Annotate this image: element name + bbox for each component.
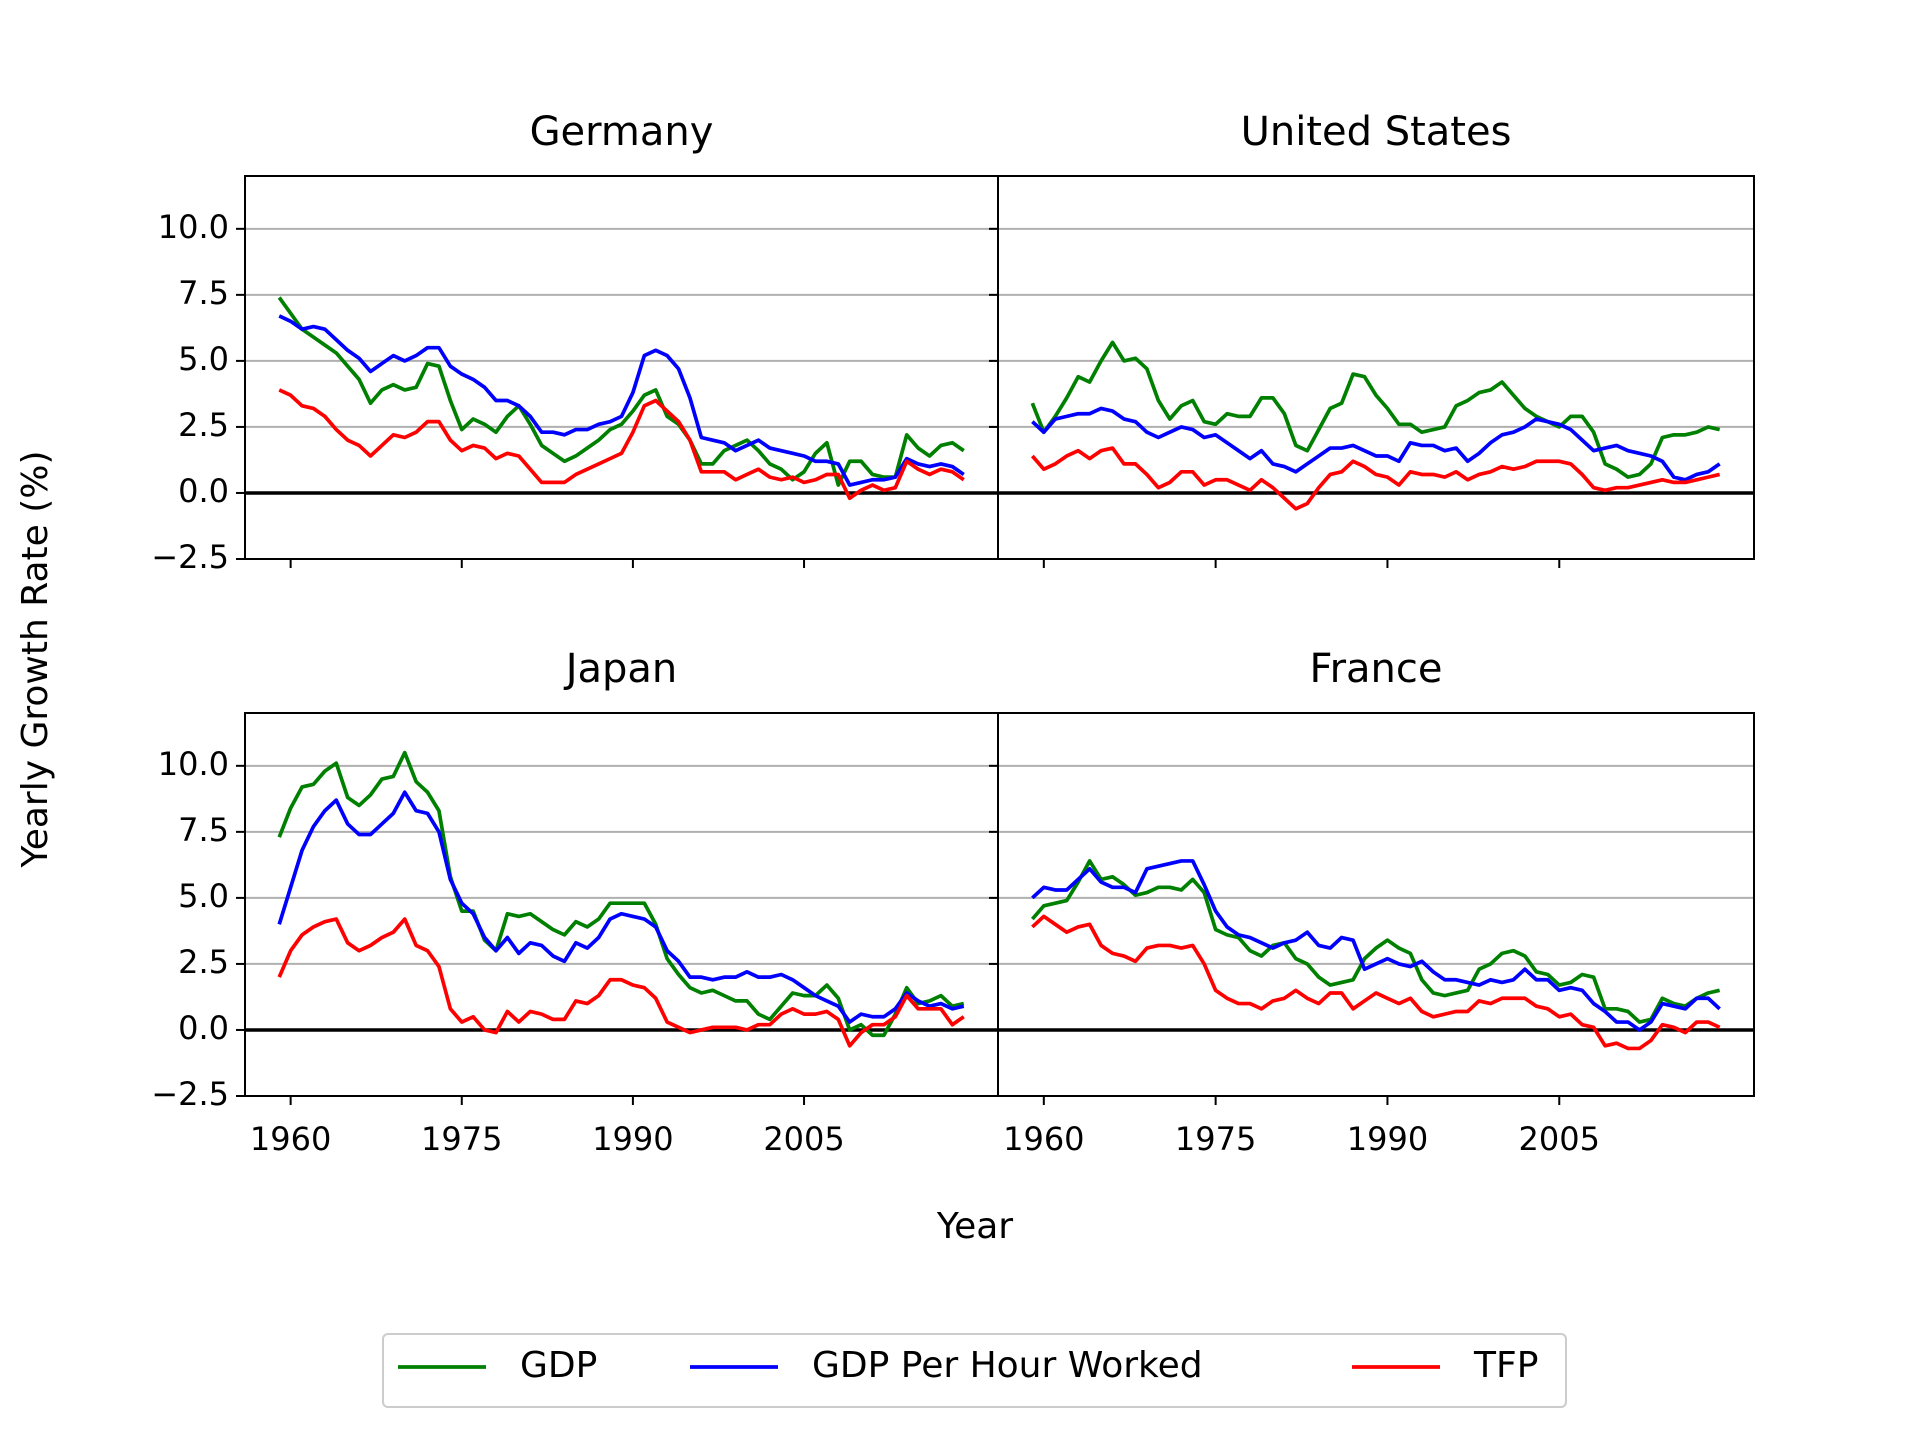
x-axis-label: Year <box>936 1206 1013 1247</box>
y-tick-label: 5.0 <box>178 877 229 915</box>
x-tick-label: 1960 <box>1003 1120 1084 1158</box>
series-line <box>1030 859 1721 1024</box>
series-line <box>277 296 965 487</box>
y-axis-label: Yearly Growth Rate (%) <box>15 450 56 868</box>
y-tick-label: −2.5 <box>151 538 229 576</box>
y-tick-label: 10.0 <box>158 208 229 246</box>
y-tick-label: 5.0 <box>178 340 229 378</box>
y-tick-label: 2.5 <box>178 406 229 444</box>
series-line <box>1030 446 1721 511</box>
legend-label: GDP <box>520 1345 597 1386</box>
panel-frame <box>997 712 1755 1097</box>
x-tick-label: 1990 <box>592 1120 673 1158</box>
x-tick-label: 1990 <box>1347 1120 1428 1158</box>
y-tick-label: 2.5 <box>178 943 229 981</box>
series-line <box>1031 859 1721 1032</box>
legend-box <box>382 1333 1567 1408</box>
y-tick-label: 0.0 <box>178 472 229 510</box>
x-tick-label: 2005 <box>763 1120 844 1158</box>
y-tick-label: 7.5 <box>178 274 229 312</box>
series-line <box>1031 914 1721 1051</box>
y-tick-label: −2.5 <box>151 1075 229 1113</box>
series-line <box>278 314 965 487</box>
panel-title: Germany <box>530 109 714 155</box>
x-tick-label: 1960 <box>250 1120 331 1158</box>
x-tick-label: 1975 <box>1175 1120 1256 1158</box>
panel-title: United States <box>1241 109 1512 155</box>
panel-frame <box>997 175 1755 560</box>
y-tick-label: 10.0 <box>158 745 229 783</box>
panel-title: France <box>1309 646 1442 692</box>
panel-title: Japan <box>563 646 678 692</box>
series-line <box>277 750 965 1038</box>
legend-label: GDP Per Hour Worked <box>812 1345 1203 1386</box>
legend-label: TFP <box>1473 1345 1538 1386</box>
series-line <box>278 388 965 501</box>
x-tick-label: 2005 <box>1519 1120 1600 1158</box>
panel-frame <box>244 175 999 560</box>
series-line <box>1031 406 1721 482</box>
series-line <box>277 917 965 1048</box>
series-line <box>277 790 965 1024</box>
y-tick-label: 7.5 <box>178 811 229 849</box>
series-line <box>1030 340 1721 479</box>
x-tick-label: 1975 <box>421 1120 502 1158</box>
y-tick-label: 0.0 <box>178 1009 229 1047</box>
